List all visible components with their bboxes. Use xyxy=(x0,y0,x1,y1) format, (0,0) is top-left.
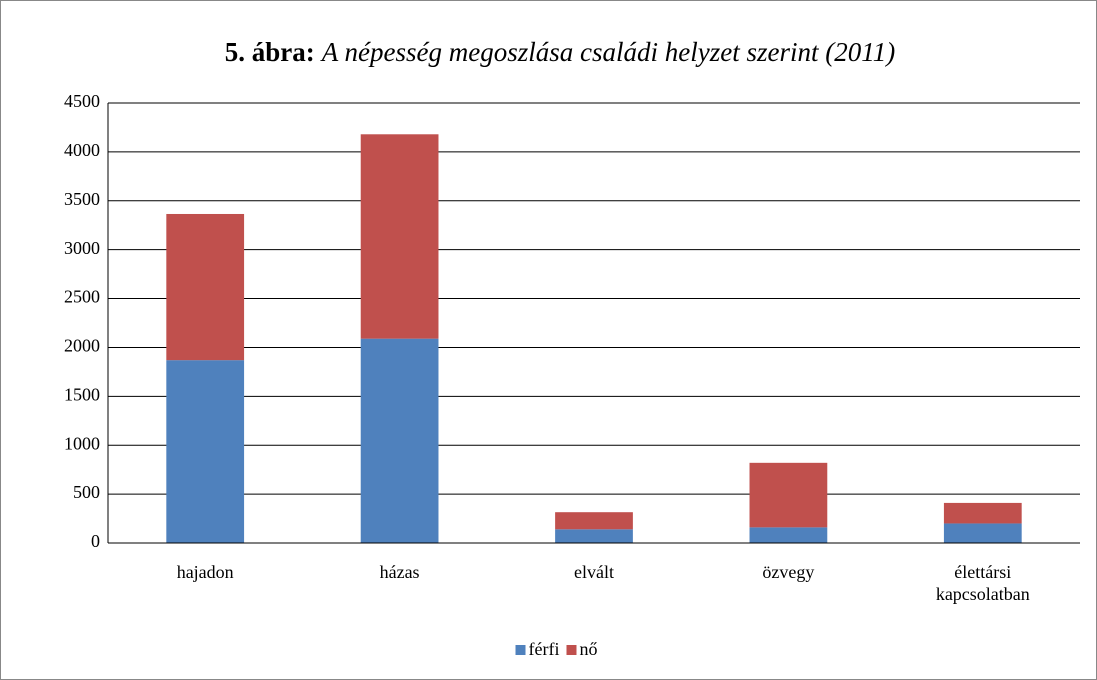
legend-swatch xyxy=(566,645,577,655)
x-tick-label: elvált xyxy=(574,562,614,582)
bar-segment xyxy=(749,462,828,528)
x-tick-label: özvegy xyxy=(762,562,815,582)
bar-segment xyxy=(166,360,245,543)
x-tick-label: élettársi kapcsolatban xyxy=(935,562,1030,604)
bar-segment xyxy=(166,213,245,361)
chart-title-label: 5. ábra: xyxy=(225,37,315,67)
bar-segment xyxy=(360,338,439,543)
y-tick-label: 2500 xyxy=(64,287,100,307)
y-tick-label: 4000 xyxy=(64,140,100,160)
y-tick-label: 500 xyxy=(73,482,100,502)
bar-segment xyxy=(943,523,1022,543)
x-tick-label: hajadon xyxy=(176,562,234,582)
legend-label: férfi xyxy=(529,639,560,659)
chart-title-group: 5. ábra: A népesség megoszlása családi he… xyxy=(225,37,895,67)
legend-swatch xyxy=(515,645,526,655)
legend-label: nő xyxy=(579,639,597,659)
bar-segment xyxy=(555,529,633,543)
chart-title: A népesség megoszlása családi helyzet sz… xyxy=(320,37,895,67)
bar-segment xyxy=(943,502,1022,524)
y-tick-label: 0 xyxy=(91,531,100,551)
y-tick-label: 2000 xyxy=(64,336,100,356)
y-tick-label: 3500 xyxy=(64,189,100,209)
bar-segment xyxy=(360,134,439,339)
x-tick-label: házas xyxy=(379,562,420,582)
y-tick-label: 1500 xyxy=(64,384,100,404)
y-tick-label: 3000 xyxy=(64,238,100,258)
y-tick-label: 1000 xyxy=(64,433,100,453)
bar-segment xyxy=(749,527,828,543)
bar-segment xyxy=(555,512,633,530)
y-tick-label: 4500 xyxy=(64,91,100,111)
